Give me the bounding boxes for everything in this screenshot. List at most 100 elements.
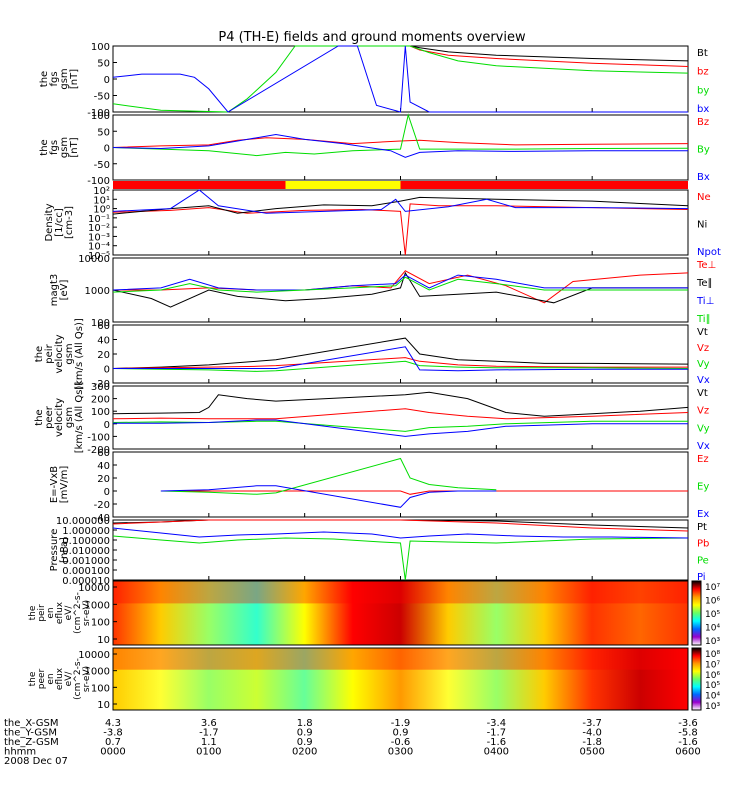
figure-title: P4 (TH-E) fields and ground moments over… (218, 30, 526, 45)
legend-Bz: Bz (697, 117, 709, 128)
y-tick-label: -50 (94, 92, 110, 103)
panel-frame (112, 324, 689, 384)
y-axis-label: the (39, 139, 50, 155)
y-axis-label: sr-eV) (82, 600, 92, 626)
y-tick-label: 0.100000 (62, 536, 110, 547)
x-axis-value: 0100 (196, 747, 221, 758)
y-tick-label: 10¹ (93, 195, 110, 206)
y-tick-label: 1000 (85, 600, 110, 611)
y-tick-label: 300 (91, 382, 110, 393)
y-tick-label: 200 (91, 395, 110, 406)
series-Vx-line (113, 346, 688, 372)
legend-Te∥: Te∥ (696, 278, 713, 289)
legend-Vz: Vz (697, 406, 709, 417)
y-tick-label: 40 (97, 461, 110, 472)
colorbar-label: 10⁵ (705, 681, 720, 691)
y-tick-label: 100 (91, 318, 110, 329)
y-axis-label: the (28, 671, 38, 686)
legend-Vt: Vt (697, 388, 708, 399)
series-Npot-line (112, 189, 689, 214)
y-axis-label: [cm-3] (64, 206, 75, 239)
y-tick-label: 0 (104, 365, 110, 376)
x-axis-value: 1.8 (297, 718, 313, 729)
x-axis-row-name: the_Y-GSM (4, 728, 57, 739)
x-axis-row-name: the_X-GSM (4, 718, 58, 729)
legend-by: by (697, 85, 709, 96)
legend-Vx: Vx (697, 375, 710, 386)
series-Te∥-line (112, 271, 688, 308)
y-axis-label: velocity (54, 334, 65, 373)
spectrogram-peer: 10000 1000 100 10 the peer en eflux eV/(cm^2-s-s… (28, 647, 689, 711)
legend-Vy: Vy (697, 423, 710, 434)
colorbar-cb1: 10⁷ 10⁶ 10⁵ 10⁴ 10³ (691, 580, 720, 647)
spectrogram-fill (113, 648, 688, 710)
panel-fgs_big: 100 50 0 -50 -100 the fgs gsm [nT] Bt bz by bx (39, 42, 709, 119)
y-tick-label: 1.000000 (62, 526, 110, 537)
y-tick-label: 1000 (85, 667, 110, 678)
y-tick-label: -100 (87, 432, 110, 443)
y-axis-label: [nT] (69, 137, 80, 157)
spectrogram-frame (112, 580, 689, 646)
panel-peir_vel: 60 40 20 0 -20 the peir velocity gsm [km/s (All Q… (34, 318, 710, 390)
x-axis-value: -3.4 (487, 718, 507, 729)
x-axis-value: -4.0 (582, 728, 602, 739)
series-Vz-line (112, 357, 688, 369)
y-tick-label: -20 (94, 500, 110, 511)
y-tick-label: 10.000000 (56, 516, 110, 527)
x-axis-value: 0200 (292, 747, 317, 758)
x-axis-value: 3.6 (201, 718, 217, 729)
y-axis-label: [1/cc] (54, 208, 65, 237)
x-axis-row-name: hhmm (4, 747, 36, 758)
y-tick-label: 50 (97, 59, 110, 70)
colorbar-label: 10⁶ (705, 597, 720, 607)
y-tick-label: 10 (97, 635, 110, 646)
y-tick-label: 10⁻³ (88, 232, 110, 243)
y-tick-label: 10 (97, 700, 110, 711)
colorbar-label: 10⁷ (705, 660, 720, 670)
series-Ey-line (160, 457, 497, 495)
x-axis-value: 4.3 (105, 718, 121, 729)
colorbar-label: 10³ (705, 637, 720, 647)
y-tick-label: 10⁻² (88, 223, 110, 234)
series-Vx-line (113, 419, 688, 437)
legend-Ni: Ni (697, 220, 707, 231)
y-axis-label: eflux (55, 667, 65, 690)
colorbar-fill (691, 580, 702, 646)
legend-Vz: Vz (697, 343, 709, 354)
x-axis-value: 0500 (579, 747, 604, 758)
y-axis-label: [nT] (69, 69, 80, 89)
x-axis-value: -1.6 (487, 737, 507, 748)
series-Bx-line (112, 133, 688, 158)
y-axis-label: [eV] (59, 280, 70, 301)
series-bx-line (112, 45, 688, 113)
panel-frame (112, 519, 689, 581)
y-axis-label: the (34, 409, 45, 425)
x-axis-value: 0000 (100, 747, 125, 758)
y-axis-label: gsm (59, 68, 70, 89)
legend-Te⊥: Te⊥ (696, 260, 716, 271)
x-axis-value: -3.6 (678, 718, 698, 729)
y-axis-label: gsm (64, 407, 75, 428)
legend-bz: bz (697, 67, 709, 78)
legend-Bt: Bt (697, 48, 708, 59)
legend-Ne: Ne (697, 192, 711, 203)
y-axis-label: en (46, 673, 56, 684)
panel-fgs_small: 100 50 0 -50 -100 the fgs gsm [nT] Bz By Bx (39, 111, 710, 187)
y-tick-label: 0 (104, 75, 110, 86)
y-axis-label: Density (44, 203, 55, 241)
y-tick-label: 100 (91, 683, 110, 694)
y-tick-label: 100 (91, 111, 110, 122)
x-axis-value: 0.9 (297, 737, 313, 748)
series-by-line (112, 45, 689, 113)
y-axis-label: magt3 (49, 274, 60, 307)
y-axis-label: [km/s (All Qs)] (74, 382, 85, 454)
y-tick-label: -100 (87, 108, 110, 119)
series-bz-line (409, 45, 689, 67)
mode-bar-segment (400, 181, 688, 189)
y-tick-label: 100 (91, 42, 110, 53)
y-tick-label: 20 (97, 350, 110, 361)
x-axis-value: -1.9 (391, 718, 411, 729)
series-Ti⊥-line (112, 274, 688, 291)
series-Pb-line (112, 519, 689, 532)
